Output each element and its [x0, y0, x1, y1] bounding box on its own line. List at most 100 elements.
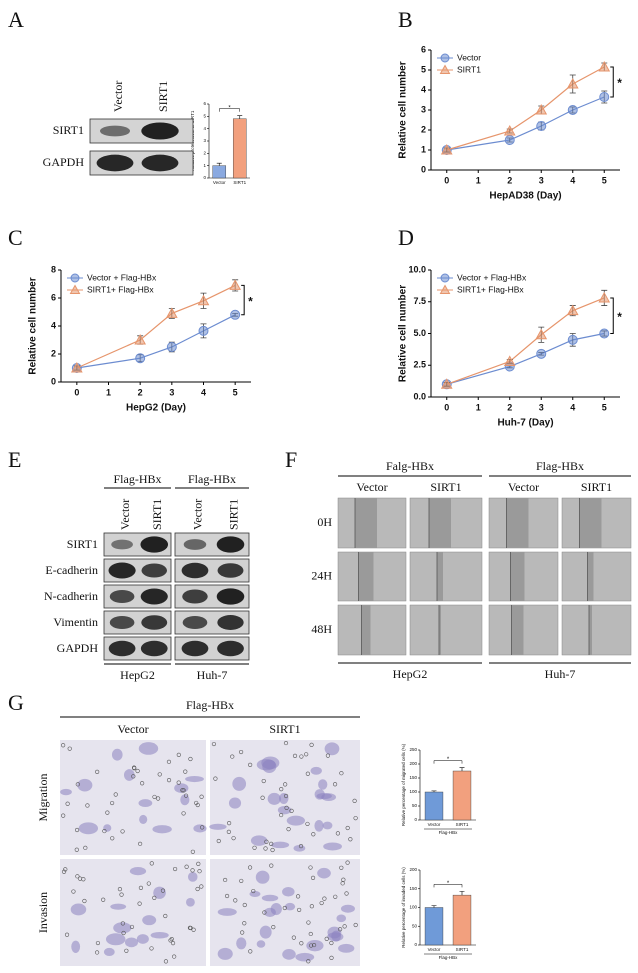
- pore: [353, 816, 358, 821]
- pore: [74, 827, 80, 833]
- pore: [310, 875, 316, 880]
- stained-cell: [279, 792, 289, 804]
- bar: [452, 770, 472, 821]
- pore: [74, 847, 79, 852]
- column-label: SIRT1: [269, 722, 300, 736]
- marker: [503, 124, 516, 136]
- pore: [213, 776, 218, 781]
- y-axis-label: Relative cell number: [398, 61, 409, 158]
- stained-cell: [111, 748, 123, 761]
- stained-cell: [236, 937, 247, 950]
- pore: [166, 759, 172, 764]
- pore: [190, 868, 195, 873]
- pore: [305, 771, 310, 776]
- y-tick-label: 5: [203, 114, 206, 119]
- legend-label: Vector: [457, 52, 481, 62]
- bar: [424, 791, 444, 821]
- y-tick-label: 10.0: [408, 264, 426, 274]
- group-header: Flag-HBx: [186, 698, 234, 712]
- marker: [566, 77, 579, 89]
- stained-cell: [152, 825, 172, 834]
- marker: [536, 348, 547, 359]
- stained-cell: [70, 903, 87, 916]
- pore: [117, 887, 123, 892]
- row-label: Vimentin: [53, 615, 98, 629]
- row-label: N-cadherin: [44, 589, 98, 603]
- pore: [197, 869, 202, 874]
- pore: [110, 836, 115, 841]
- stained-cell: [232, 776, 247, 791]
- y-tick-label: 4: [421, 84, 426, 94]
- x-axis-label: Flag-HBx: [439, 955, 459, 960]
- stained-cell: [259, 925, 272, 939]
- pore: [129, 924, 135, 930]
- pore: [132, 766, 137, 771]
- x-axis-label: Flag-HBx: [439, 830, 459, 835]
- blot-band: [141, 122, 179, 140]
- pore: [260, 795, 265, 800]
- pore: [172, 954, 177, 959]
- stained-cell: [340, 904, 355, 913]
- pore: [242, 902, 247, 908]
- pore: [85, 803, 90, 808]
- error-bar: [431, 790, 437, 792]
- y-tick-label: 0.0: [413, 391, 426, 401]
- stained-cell: [324, 742, 340, 756]
- wound-gap: [358, 552, 374, 601]
- y-tick-label: 5: [421, 64, 426, 74]
- wound-gap: [361, 605, 371, 655]
- row-label: Migration: [36, 774, 50, 822]
- marker: [567, 105, 578, 115]
- y-tick-label: 0: [51, 376, 56, 386]
- stained-cell: [113, 922, 132, 934]
- blot-band: [183, 539, 207, 550]
- stained-cell: [105, 933, 126, 946]
- pore: [81, 877, 86, 882]
- stained-cell: [103, 824, 112, 832]
- x-tick-label: 4: [570, 402, 575, 412]
- pore: [263, 846, 268, 851]
- pore: [242, 921, 247, 926]
- legend-label: SIRT1+ Flag-HBx: [87, 284, 154, 294]
- group-header: Flag-HBx: [114, 472, 162, 486]
- stained-cell: [217, 908, 237, 916]
- pore: [306, 920, 311, 925]
- pore: [67, 746, 72, 751]
- blot-band: [216, 536, 245, 553]
- pore: [110, 800, 115, 806]
- y-tick-label: 200: [409, 867, 417, 872]
- stained-cell: [282, 948, 296, 960]
- line: [446, 297, 605, 385]
- group-header: Falg-HBx: [386, 459, 434, 473]
- pore: [83, 845, 88, 850]
- pore: [75, 782, 80, 787]
- blot-band: [96, 154, 134, 172]
- marker: [135, 353, 146, 364]
- wound-gap: [355, 498, 377, 548]
- y-tick-label: 4: [203, 126, 206, 131]
- pore: [61, 869, 67, 874]
- pore: [61, 813, 66, 818]
- pore: [149, 861, 154, 866]
- blot-band: [181, 562, 209, 579]
- stained-cell: [103, 947, 115, 957]
- stained-cell: [123, 769, 135, 781]
- pore: [299, 941, 304, 946]
- stained-cell: [310, 766, 322, 775]
- pore: [240, 930, 245, 935]
- annotation: *: [617, 76, 622, 90]
- pore: [248, 762, 253, 767]
- pore: [269, 863, 274, 868]
- pore: [304, 752, 309, 757]
- x-tick-label: 2: [507, 175, 512, 185]
- pore: [252, 845, 257, 850]
- pore: [297, 907, 302, 913]
- wound-gap: [439, 605, 441, 655]
- pore: [262, 910, 267, 915]
- pore: [196, 861, 201, 866]
- pore: [157, 772, 162, 777]
- pore: [199, 794, 204, 799]
- wound-gap: [506, 498, 529, 548]
- pore: [120, 921, 125, 926]
- pore: [329, 955, 334, 960]
